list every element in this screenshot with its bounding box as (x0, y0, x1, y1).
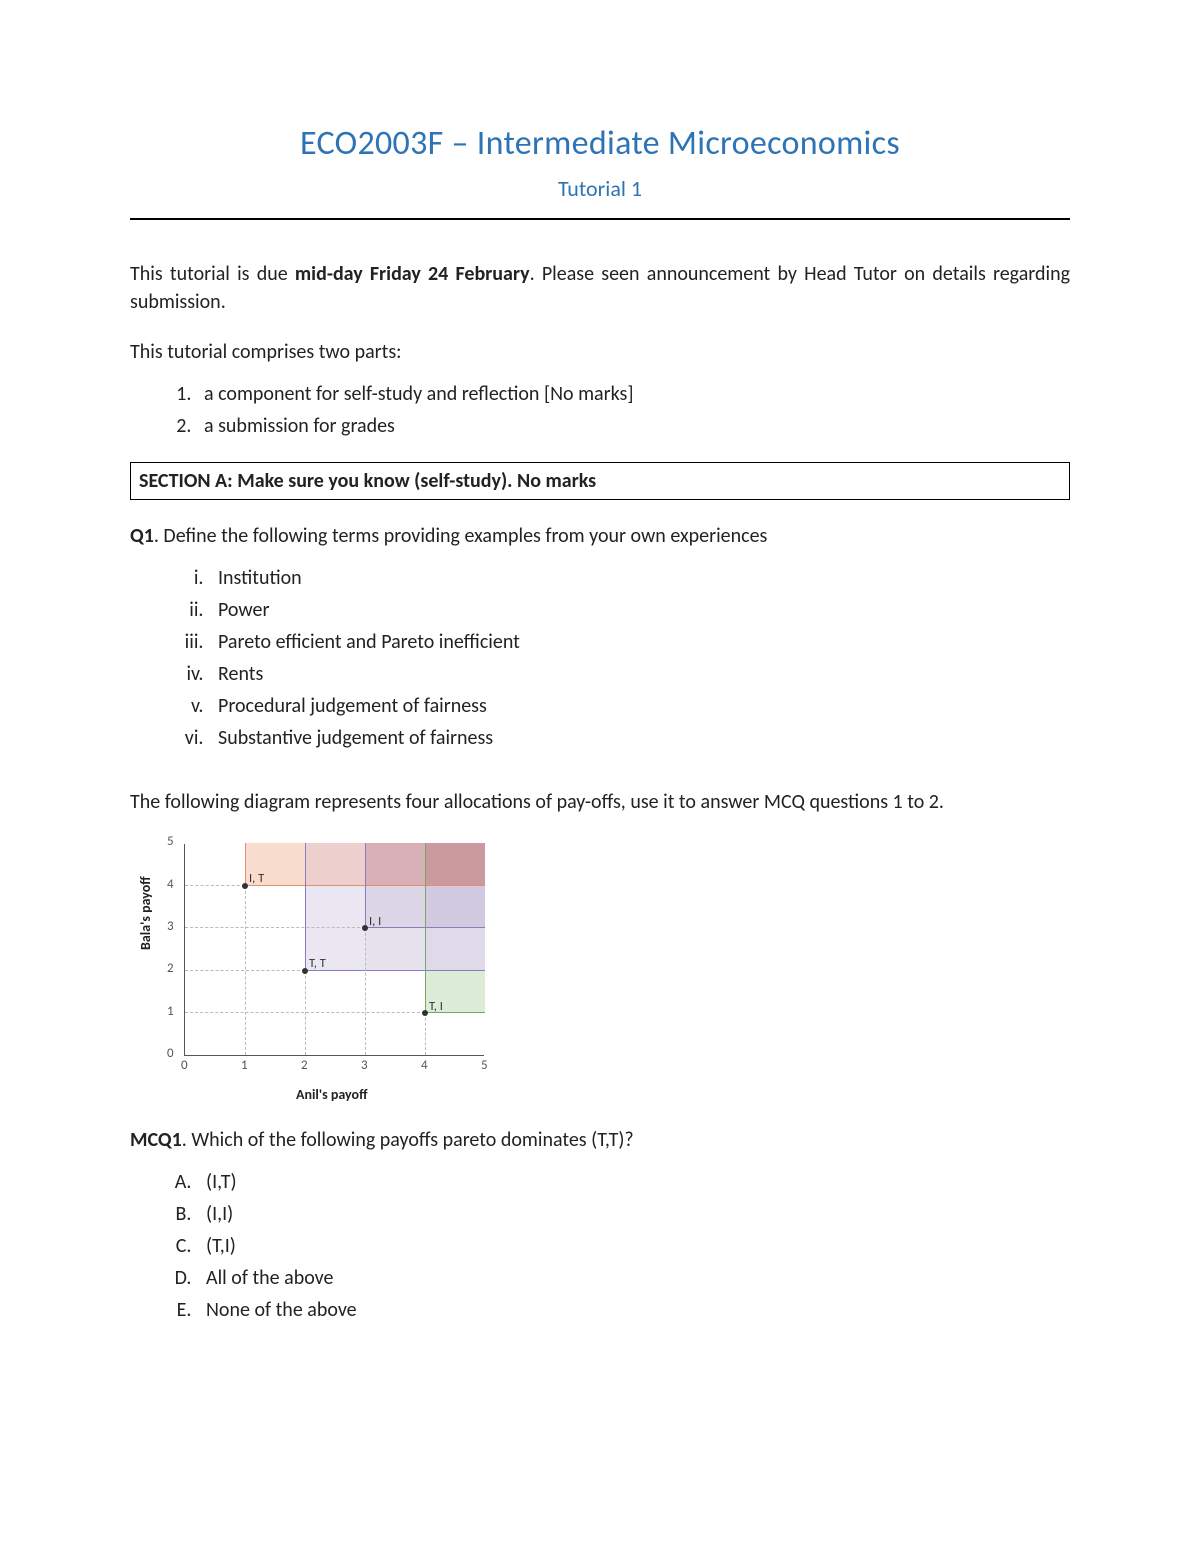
chart-plot-area: 001122334455I, TI, IT, TT, I (184, 844, 484, 1056)
chart-guideline (365, 928, 366, 1055)
chart-guideline (185, 927, 365, 928)
chart-guideline (245, 886, 246, 1056)
chart-region-border (425, 843, 485, 1013)
list-item: (I,I) (196, 1200, 1070, 1228)
intro-due: mid-day Friday 24 February (295, 262, 530, 286)
chart-ytick: 5 (167, 833, 178, 851)
chart-point (422, 1010, 428, 1016)
list-item: None of the above (196, 1296, 1070, 1324)
list-item: a component for self-study and reflectio… (196, 380, 1070, 408)
q1-label: Q1 (130, 524, 154, 548)
chart-point-label: T, I (429, 998, 443, 1016)
list-item: Institution (208, 564, 1070, 592)
intro-prefix: This tutorial is due (130, 262, 295, 286)
chart-ytick: 1 (167, 1003, 178, 1021)
chart-ytick: 4 (167, 876, 178, 894)
mcq1-label: MCQ1 (130, 1128, 182, 1152)
chart-ytick: 2 (167, 960, 178, 978)
title-rule (130, 218, 1070, 220)
list-item: Procedural judgement of fairness (208, 692, 1070, 720)
chart-xtick: 0 (181, 1057, 188, 1075)
list-item: (I,T) (196, 1168, 1070, 1196)
chart-point-label: T, T (309, 955, 326, 973)
chart-ytick: 0 (167, 1045, 178, 1063)
payoff-chart: Bala's payoff 001122334455I, TI, IT, TT,… (138, 838, 498, 1098)
chart-guideline (425, 1013, 426, 1055)
chart-xtick: 3 (361, 1057, 368, 1075)
parts-list: a component for self-study and reflectio… (196, 380, 1070, 440)
chart-ylabel: Bala's payoff (136, 877, 156, 951)
mcq1-text: . Which of the following payoffs pareto … (182, 1128, 634, 1152)
chart-xlabel: Anil's payoff (296, 1085, 367, 1105)
mcq1-heading: MCQ1. Which of the following payoffs par… (130, 1126, 1070, 1154)
parts-intro: This tutorial comprises two parts: (130, 338, 1070, 366)
list-item: Substantive judgement of fairness (208, 724, 1070, 752)
page-subtitle: Tutorial 1 (130, 174, 1070, 215)
chart-xtick: 2 (301, 1057, 308, 1075)
chart-point (242, 883, 248, 889)
chart-guideline (185, 970, 305, 971)
mcq1-options: (I,T) (I,I) (T,I) All of the above None … (196, 1168, 1070, 1324)
q1-text: . Define the following terms providing e… (154, 524, 768, 548)
chart-point-label: I, T (249, 870, 264, 888)
intro-paragraph: This tutorial is due mid-day Friday 24 F… (130, 260, 1070, 316)
list-item: Pareto efficient and Pareto inefficient (208, 628, 1070, 656)
chart-ytick: 3 (167, 918, 178, 936)
chart-xtick: 5 (481, 1057, 488, 1075)
chart-guideline (185, 885, 245, 886)
diagram-intro: The following diagram represents four al… (130, 788, 1070, 816)
list-item: a submission for grades (196, 412, 1070, 440)
chart-point-label: I, I (369, 913, 381, 931)
list-item: Rents (208, 660, 1070, 688)
list-item: All of the above (196, 1264, 1070, 1292)
chart-xtick: 1 (241, 1057, 248, 1075)
chart-guideline (185, 1012, 425, 1013)
page-title: ECO2003F – Intermediate Microeconomics (130, 120, 1070, 168)
section-a-header: SECTION A: Make sure you know (self-stud… (130, 462, 1070, 500)
chart-point (362, 925, 368, 931)
list-item: Power (208, 596, 1070, 624)
chart-point (302, 968, 308, 974)
list-item: (T,I) (196, 1232, 1070, 1260)
q1-list: Institution Power Pareto efficient and P… (208, 564, 1070, 752)
q1-heading: Q1. Define the following terms providing… (130, 522, 1070, 550)
chart-xtick: 4 (421, 1057, 428, 1075)
